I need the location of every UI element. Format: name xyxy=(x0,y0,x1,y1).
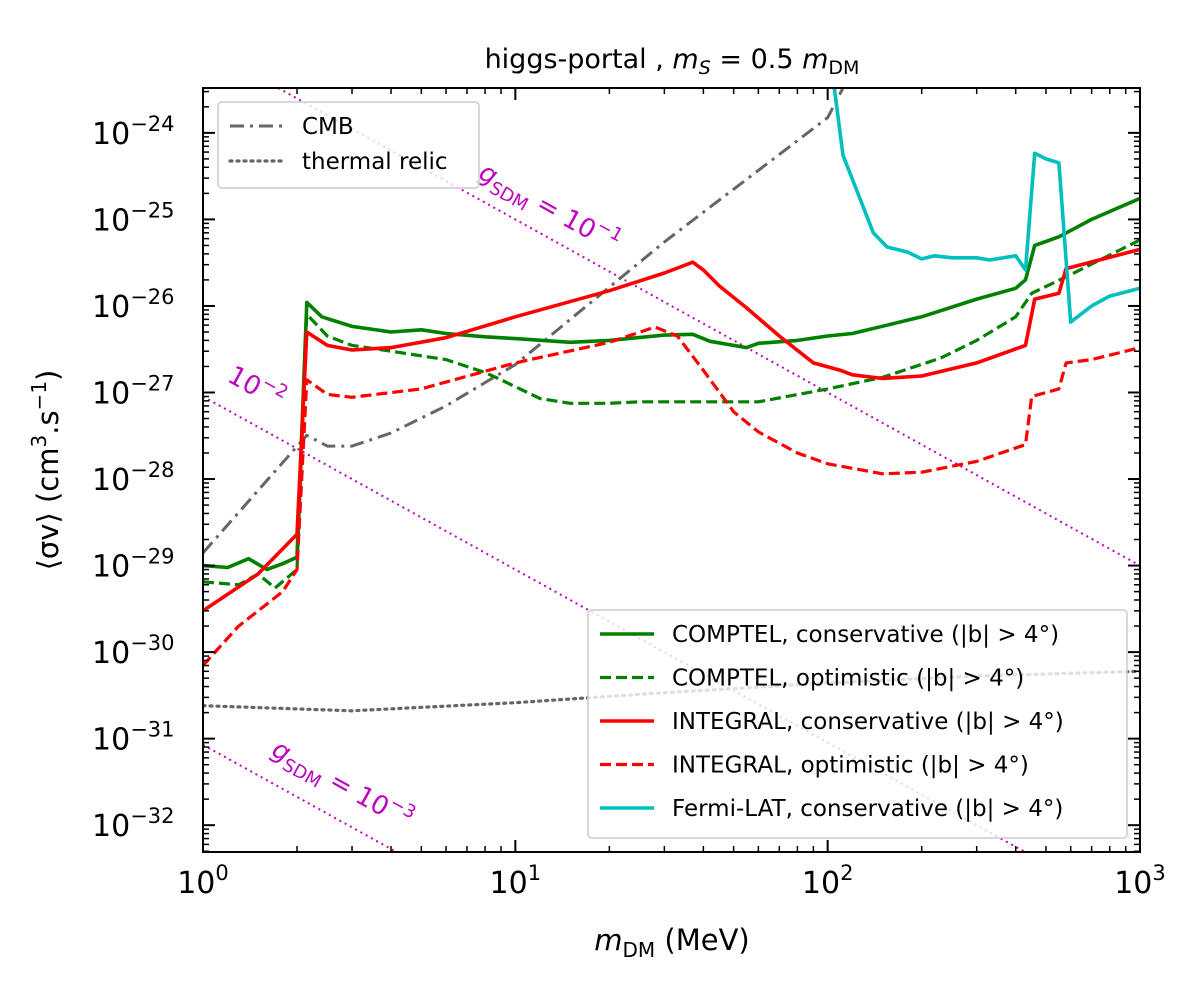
y-tick-label: 10−28 xyxy=(92,458,175,498)
legend-label-comptel-conservative: COMPTEL, conservative (|b| > 4°) xyxy=(672,622,1059,648)
tick-exp: −28 xyxy=(130,458,174,482)
tick-base: 10 xyxy=(802,866,840,901)
y-tick-label: 10−27 xyxy=(92,371,175,411)
legend-label-comptel-optimistic: COMPTEL, optimistic (|b| > 4°) xyxy=(672,666,1024,692)
tick-exp: −29 xyxy=(130,545,174,569)
label-eq: = 10 xyxy=(317,762,394,823)
reference-line-g-sdm-10-1 xyxy=(277,88,1140,567)
series-integral-optimistic xyxy=(203,325,1140,667)
legend-label-cmb: CMB xyxy=(302,114,354,140)
legend-label-integral-conservative: INTEGRAL, conservative (|b| > 4°) xyxy=(672,709,1064,735)
tick-base: 10 xyxy=(92,550,130,585)
tick-base: 10 xyxy=(92,117,130,152)
tick-exp: −26 xyxy=(130,285,174,309)
label-eq: = 10 xyxy=(524,185,601,246)
reference-label-10-2: 10−2 xyxy=(223,356,292,416)
x-tick-label: 103 xyxy=(1114,861,1166,901)
tick-base: 10 xyxy=(92,809,130,844)
legend-top-left: CMB thermal relic xyxy=(217,101,480,189)
legend-label-fermi-lat-conservative: Fermi-LAT, conservative (|b| > 4°) xyxy=(672,796,1063,822)
tick-base: 10 xyxy=(92,290,130,325)
reference-line-g-sdm-10-3 xyxy=(203,743,397,852)
tick-exp: 3 xyxy=(1152,861,1165,885)
tick-exp: 2 xyxy=(840,861,853,885)
tick-base: 10 xyxy=(177,866,215,901)
label-eq: 10 xyxy=(223,360,266,402)
tick-exp: −24 xyxy=(130,112,174,136)
y-tick-label: 10−32 xyxy=(92,804,175,844)
y-tick-label: 10−29 xyxy=(92,545,175,585)
y-axis-label: ⟨σv⟩ (cm3.s−1) xyxy=(27,370,65,571)
legend-label-thermal-relic: thermal relic xyxy=(302,149,448,175)
y-tick-label: 10−31 xyxy=(92,718,175,758)
axis-ticks: 100 101 102 10310−2410−2510−2610−2710−2810−… xyxy=(92,88,1166,901)
tick-exp: −32 xyxy=(130,804,174,828)
x-axis-label: mDM (MeV) xyxy=(594,923,749,962)
y-tick-label: 10−24 xyxy=(92,112,175,152)
tick-exp: 0 xyxy=(215,861,228,885)
legend-label-integral-optimistic: INTEGRAL, optimistic (|b| > 4°) xyxy=(672,753,1029,779)
reference-label-g-sdm-10-3: gSDM = 10−3 xyxy=(264,730,419,840)
x-tick-label: 100 xyxy=(177,861,229,901)
series-integral-conservative xyxy=(203,247,1140,613)
x-tick-label: 102 xyxy=(802,861,854,901)
tick-base: 10 xyxy=(92,203,130,238)
tick-base: 10 xyxy=(92,636,130,671)
legend-bottom-right: COMPTEL, conservative (|b| > 4°) COMPTEL,… xyxy=(587,609,1128,839)
tick-exp: −31 xyxy=(130,718,174,742)
legends: CMB thermal relic COMPTEL, conservative (|… xyxy=(217,101,1128,839)
y-tick-label: 10−26 xyxy=(92,285,175,325)
tick-exp: −25 xyxy=(130,198,174,222)
tick-base: 10 xyxy=(92,463,130,498)
tick-base: 10 xyxy=(92,723,130,758)
plot-frame xyxy=(202,87,1141,853)
legend-frame xyxy=(587,609,1128,839)
tick-base: 10 xyxy=(490,866,528,901)
y-tick-label: 10−25 xyxy=(92,198,175,238)
tick-exp: −27 xyxy=(130,371,174,395)
series-comptel-conservative xyxy=(203,196,1140,572)
tick-base: 10 xyxy=(1114,866,1152,901)
y-tick-label: 10−30 xyxy=(92,631,175,671)
tick-exp: 1 xyxy=(528,861,541,885)
chart-title: higgs-portal , mS = 0.5 mDM xyxy=(485,44,860,79)
legend-frame xyxy=(217,101,480,189)
tick-exp: −30 xyxy=(130,631,174,655)
tick-base: 10 xyxy=(92,376,130,411)
x-tick-label: 101 xyxy=(490,861,542,901)
series-fermi-lat-conservative xyxy=(832,88,1140,324)
